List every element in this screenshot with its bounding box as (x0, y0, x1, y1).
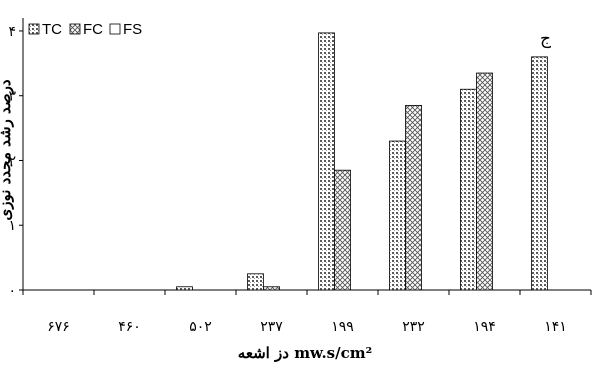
bar-tc-5 (389, 140, 406, 291)
x-tick-label: ۶۷۶ (47, 319, 70, 335)
x-tick-label: ۴۶۰ (118, 319, 141, 335)
x-tick-label: ۱۹۴ (473, 319, 496, 335)
y-tick-label: ۴ (8, 24, 16, 40)
y-axis-ticks: ۰ ۱ ۲ ۳ ۴ (8, 24, 23, 299)
x-tick-label: ۲۳۲ (402, 319, 425, 335)
y-tick-label: ۳ (8, 89, 16, 105)
bar-fc-5 (405, 105, 422, 291)
bar-fc-6 (476, 72, 493, 291)
x-axis-ticks: ۶۷۶ ۴۶۰ ۵۰۲ ۲۳۷ ۱۹۹ ۲۳۲ ۱۹۴ ۱۴۱ (22, 290, 592, 335)
y-tick-label: ۰ (8, 283, 16, 299)
legend-label-tc: TC (42, 21, 62, 38)
bar-tc-4 (318, 32, 335, 291)
x-axis-title: mw.s/cm² دز اشعه (238, 344, 372, 362)
legend-swatch-tc (28, 23, 40, 35)
legend-swatch-fs (109, 23, 121, 35)
y-tick-label: ۲ (8, 153, 16, 169)
y-tick-label: ۱ (8, 218, 16, 234)
legend-label-fs: FS (123, 21, 142, 38)
bar-tc-2 (176, 286, 193, 291)
bar-fc-4 (334, 169, 351, 291)
legend-label-fc: FC (83, 21, 103, 38)
legend-swatch-fc (69, 23, 81, 35)
x-tick-label: ۱۴۱ (544, 319, 567, 335)
x-tick-label: ۱۹۹ (331, 319, 354, 335)
x-tick-label: ۵۰۲ (189, 319, 212, 335)
legend: TC FC FS (28, 21, 142, 38)
x-tick-label: ۲۳۷ (260, 319, 283, 335)
bar-tc-6 (460, 88, 477, 291)
bar-tc-7 (531, 56, 548, 291)
y-axis-title: درصد رشد مجدد نوزی (0, 79, 14, 220)
panel-label: ج (540, 29, 551, 49)
bar-fc-3 (263, 286, 280, 291)
bars-group (176, 32, 548, 291)
bar-tc-3 (247, 273, 264, 291)
